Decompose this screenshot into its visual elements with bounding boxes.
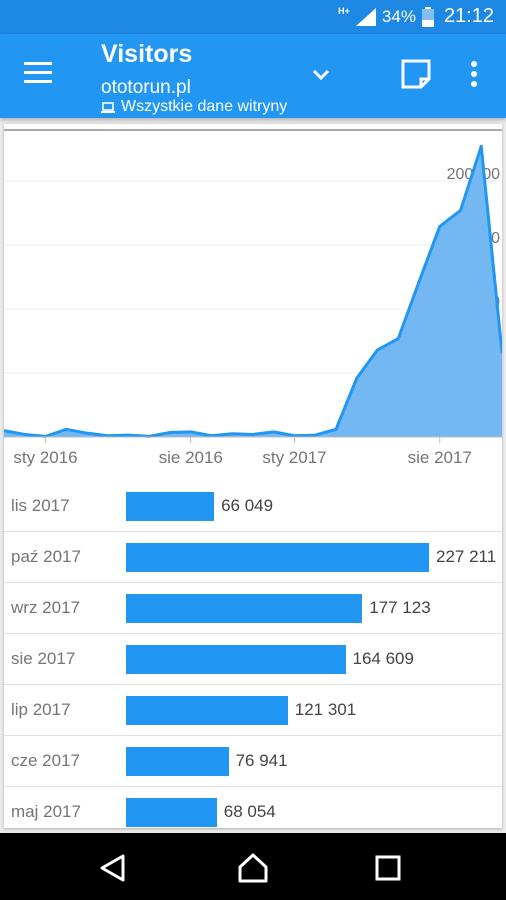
network-type: H+ (338, 5, 350, 16)
site-dropdown-button[interactable] (308, 64, 334, 86)
chevron-down-icon (312, 69, 330, 81)
row-month-label: lip 2017 (11, 700, 71, 719)
row-bar (126, 543, 429, 572)
recents-button[interactable] (371, 851, 405, 885)
table-row[interactable]: maj 2017 68 054 (4, 786, 502, 837)
row-month-label: lis 2017 (11, 496, 70, 515)
app-bar: Visitors ototorun.pl Wszystkie dane witr… (0, 34, 506, 118)
row-value: 227 211 (436, 547, 497, 566)
row-bar (126, 747, 229, 776)
row-month-label: paź 2017 (11, 547, 81, 566)
row-value: 164 609 (352, 649, 414, 668)
note-icon (401, 59, 431, 89)
row-bar (126, 492, 215, 521)
view-name: Wszystkie dane witryny (121, 98, 288, 115)
table-row[interactable]: sie 2017 164 609 (4, 633, 502, 684)
battery-icon (421, 6, 434, 27)
row-month-label: wrz 2017 (11, 598, 80, 617)
x-tick-label: sty 2017 (262, 448, 326, 467)
back-icon (100, 854, 125, 882)
visitors-line (4, 144, 502, 438)
table-row[interactable]: cze 2017 76 941 (4, 735, 502, 786)
table-row[interactable]: paź 2017 227 211 (4, 531, 502, 582)
row-month-label: maj 2017 (11, 802, 81, 821)
recents-icon (375, 855, 401, 881)
more-options-button[interactable] (462, 58, 486, 90)
row-month-label: sie 2017 (11, 649, 76, 668)
view-subtitle: Wszystkie dane witryny (101, 98, 287, 116)
row-month-label: cze 2017 (11, 751, 80, 770)
home-button[interactable] (236, 851, 270, 885)
battery-percent: 34% (381, 6, 416, 26)
more-vert-icon (471, 61, 477, 87)
back-button[interactable] (96, 851, 130, 885)
annotation-button[interactable] (400, 58, 432, 90)
row-bar (126, 696, 288, 725)
row-value: 68 054 (223, 802, 276, 821)
table-row[interactable]: lis 2017 66 049 (4, 481, 502, 531)
x-tick-label: sie 2016 (159, 448, 223, 467)
home-icon (238, 853, 268, 883)
site-name: ototorun.pl (101, 77, 191, 98)
row-bar (126, 798, 217, 827)
table-row[interactable]: wrz 2017 177 123 (4, 582, 502, 633)
table-row[interactable]: lip 2017 121 301 (4, 684, 502, 735)
system-nav-bar (0, 833, 506, 900)
page-title: Visitors (101, 40, 193, 68)
clock: 21:12 (443, 5, 494, 27)
x-tick-label: sie 2017 (408, 448, 472, 467)
signal-icon (355, 7, 376, 26)
row-value: 177 123 (369, 598, 431, 617)
row-value: 121 301 (294, 700, 357, 719)
row-value: 66 049 (221, 496, 274, 515)
laptop-icon (101, 101, 115, 113)
row-bar (126, 594, 363, 623)
row-value: 76 941 (235, 751, 288, 770)
status-bar: H+ 34% 21:12 (0, 0, 506, 34)
row-bar (126, 645, 346, 674)
monthly-table: lis 2017 66 049 paź 2017 227 211 wrz 2017 177… (4, 481, 502, 837)
x-tick-label: sty 2016 (13, 448, 77, 467)
visitors-area (4, 146, 502, 438)
menu-button[interactable] (24, 62, 54, 84)
